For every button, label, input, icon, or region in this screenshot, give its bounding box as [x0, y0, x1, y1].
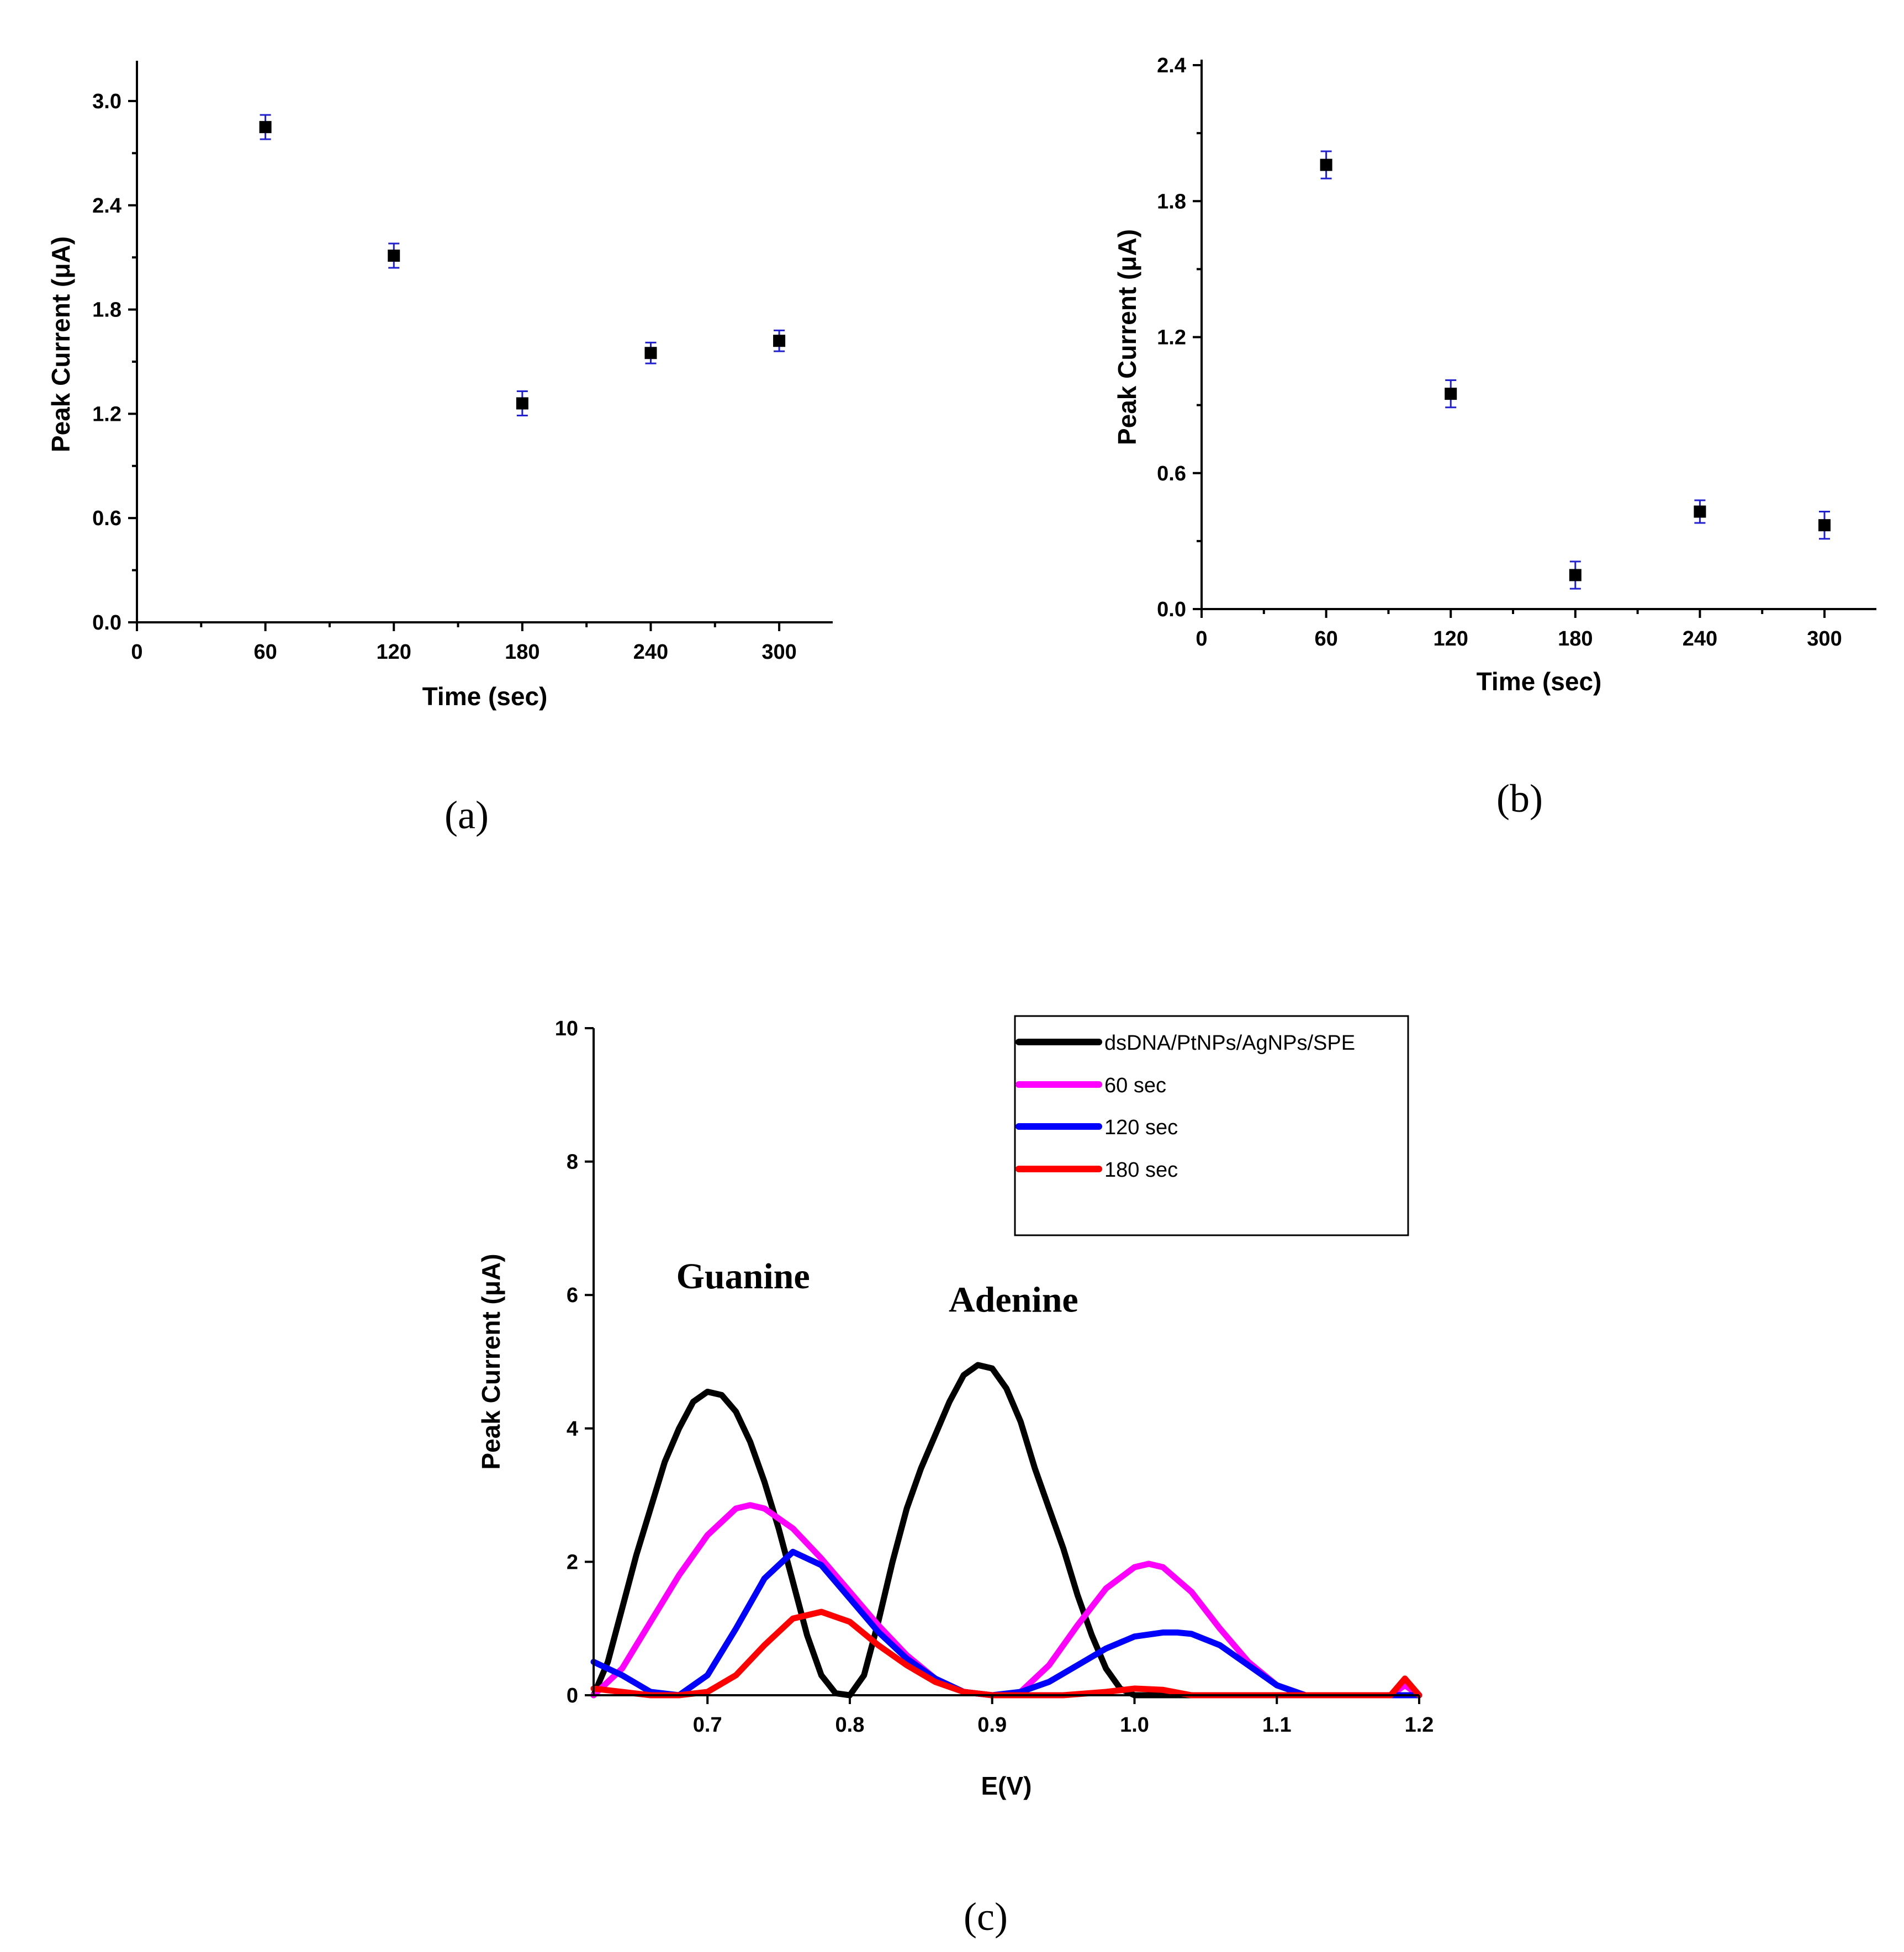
panel-a-chart: 0.0 0.6 1.2 1.8 2.4 3.0 0 60 120 180 240 300 Time (…: [46, 61, 833, 837]
panel-a-x-tick-label: 60: [253, 641, 277, 664]
panel-c-y-tick-label: 8: [567, 1151, 578, 1174]
panel-a-x-tick-label: 300: [761, 641, 796, 664]
panel-c-y-tick-label: 6: [567, 1284, 578, 1307]
panel-c-y-axis-title: Peak Current (μA): [477, 1253, 505, 1469]
panel-c-x-tick-label: 1.2: [1405, 1713, 1434, 1737]
panel-a-y-tick-label: 2.4: [92, 194, 121, 218]
panel-c-chart: 0 2 4 6 8 10 0.7 0.8 0.9 1.0 1.1 1.2 Guanine Adenin…: [477, 1015, 1434, 1939]
panel-c-x-tick-label: 1.1: [1262, 1713, 1292, 1737]
panel-b-y-tick-label: 0.0: [1157, 598, 1186, 621]
panel-a-x-axis-title: Time (sec): [422, 682, 548, 711]
panel-c-label: (c): [964, 1895, 1008, 1939]
series-line-120-sec: [590, 1548, 1422, 1699]
panel-b-y-tick-label: 1.8: [1157, 190, 1186, 213]
panel-b-y-tick-label: 2.4: [1157, 54, 1186, 77]
legend-label-dsdna: dsDNA/PtNPs/AgNPs/SPE: [1104, 1031, 1355, 1055]
panel-b-x-tick-label: 0: [1196, 627, 1207, 650]
panel-b-chart: 0.0 0.6 1.2 1.8 2.4 0 60 120 180 240 300 Time (sec…: [1113, 54, 1876, 821]
panel-b-data-point: [1569, 569, 1582, 581]
legend-label-60-sec: 60 sec: [1104, 1074, 1166, 1097]
panel-c-y-tick-label: 4: [567, 1417, 578, 1441]
panel-a-label: (a): [445, 793, 489, 837]
panel-a-data-point: [773, 335, 786, 347]
panel-b-data-point: [1320, 158, 1332, 171]
panel-a-data-point: [644, 347, 657, 359]
panel-b-y-tick-label: 1.2: [1157, 326, 1186, 350]
panel-b-x-axis-title: Time (sec): [1477, 667, 1602, 696]
panel-b-y-tick-label: 0.6: [1157, 462, 1186, 485]
legend-label-120-sec: 120 sec: [1104, 1116, 1178, 1139]
panel-a-x-tick-label: 120: [377, 641, 411, 664]
panel-b-x-tick-label: 60: [1314, 627, 1337, 650]
panel-b-label: (b): [1496, 776, 1543, 821]
panel-c-x-tick-label: 0.7: [693, 1713, 722, 1737]
panel-a-y-tick-label: 0.0: [92, 611, 121, 634]
panel-b-y-axis-title: Peak Current (μA): [1113, 229, 1141, 445]
panel-c-x-tick-label: 0.9: [977, 1713, 1007, 1737]
panel-a-y-tick-label: 0.6: [92, 507, 121, 530]
panel-a-data-point: [259, 121, 272, 134]
panel-a-y-tick-label: 1.2: [92, 403, 121, 426]
annotation-guanine: Guanine: [676, 1256, 810, 1297]
panel-a-y-tick-label: 3.0: [92, 90, 121, 113]
panel-c-x-tick-label: 0.8: [835, 1713, 865, 1737]
panel-a-x-tick-label: 0: [131, 641, 142, 664]
panel-c-x-tick-label: 1.0: [1120, 1713, 1149, 1737]
panel-c-y-tick-label: 10: [555, 1017, 578, 1040]
legend: dsDNA/PtNPs/AgNPs/SPE 60 sec 120 sec 180…: [1014, 1015, 1409, 1236]
panel-b-x-tick-label: 240: [1683, 627, 1717, 650]
panel-c-x-axis-title: E(V): [981, 1771, 1032, 1800]
legend-box: [1014, 1015, 1409, 1236]
panel-b-data-point: [1818, 519, 1831, 532]
panel-c-y-tick-label: 2: [567, 1551, 578, 1574]
panel-b-data-point: [1694, 505, 1706, 518]
panel-a-data-point: [388, 250, 400, 262]
panel-a-data-point: [516, 397, 528, 410]
panel-a-x-tick-label: 180: [505, 641, 540, 664]
series-line-dsdna-ptnps-agnps-spe: [590, 1362, 1422, 1699]
panel-b-x-tick-label: 300: [1807, 627, 1842, 650]
panel-a-y-tick-label: 1.8: [92, 299, 121, 322]
panel-b-x-tick-label: 120: [1433, 627, 1468, 650]
panel-b-x-tick-label: 180: [1558, 627, 1593, 650]
panel-a-y-axis-title: Peak Current (μA): [46, 236, 75, 452]
panel-b-data-point: [1445, 388, 1457, 400]
panel-c-y-tick-label: 0: [567, 1684, 578, 1707]
annotation-adenine: Adenine: [949, 1279, 1078, 1320]
panel-a-x-tick-label: 240: [633, 641, 668, 664]
series-line-60-sec: [590, 1502, 1422, 1699]
legend-label-180-sec: 180 sec: [1104, 1158, 1178, 1182]
